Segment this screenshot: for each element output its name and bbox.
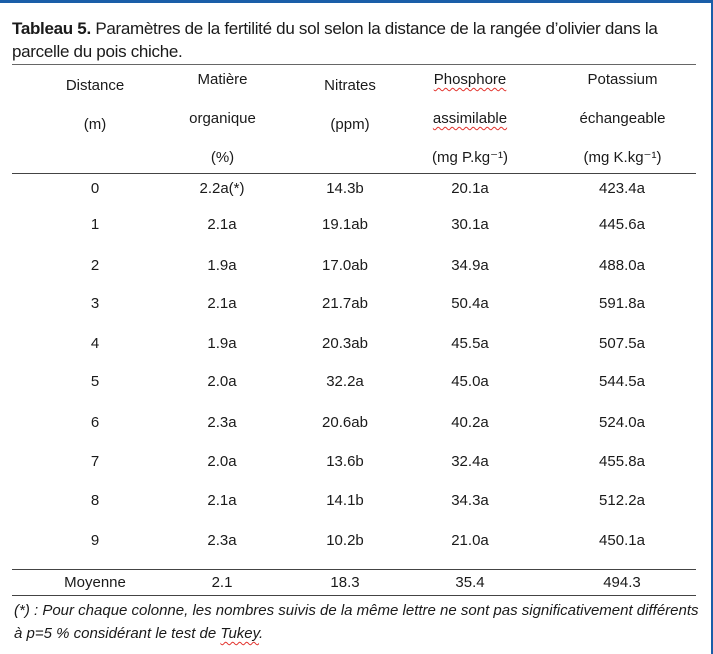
cell-nitrates: 21.7ab [322,295,368,312]
header-nitrates-line1: Nitrates [324,77,376,94]
right-border [711,0,713,654]
moyenne-nitrates: 18.3 [330,574,360,591]
header-potassium-line3: (mg K.kg⁻¹) [583,149,662,166]
cell-phosphore: 30.1a [451,216,489,233]
cell-potassium: 455.8a [599,453,645,470]
cell-nitrates: 32.2a [326,373,364,390]
footnote: (*) : Pour chaque colonne, les nombres s… [14,599,704,645]
cell-phosphore: 50.4a [451,295,489,312]
cell-nitrates: 20.3ab [322,335,368,352]
cell-nitrates: 10.2b [326,532,364,549]
table-title-text: Paramètres de la fertilité du sol selon … [12,19,658,61]
top-border [0,0,713,3]
cell-potassium: 512.2a [599,492,645,509]
header-matiere-line1: Matière [197,71,248,88]
cell-distance: 3 [90,295,100,312]
cell-potassium: 423.4a [599,180,645,197]
cell-phosphore: 20.1a [451,180,489,197]
cell-phosphore: 45.5a [451,335,489,352]
cell-nitrates: 19.1ab [322,216,368,233]
cell-matiere-organique: 2.0a [207,453,237,470]
cell-matiere-organique: 2.3a [207,532,237,549]
cell-matiere-organique: 2.1a [207,216,237,233]
cell-potassium: 445.6a [599,216,645,233]
cell-matiere-organique: 1.9a [207,335,237,352]
footnote-tukey: Tukey [220,625,260,642]
header-phosphore: Phosphore assimilable (mg P.kg⁻¹) [410,70,530,170]
cell-distance: 2 [90,257,100,274]
cell-nitrates: 14.3b [326,180,364,197]
cell-potassium: 488.0a [599,257,645,274]
cell-matiere-organique: 1.9a [207,257,237,274]
header-nitrates: Nitrates (ppm) [290,76,410,166]
footer-rule [12,569,696,570]
cell-distance: 1 [90,216,100,233]
cell-potassium: 450.1a [599,532,645,549]
header-matiere-line2: organique [189,110,256,127]
header-phosphore-line1: Phosphore [433,71,507,88]
cell-matiere-organique: 2.1a [207,295,237,312]
cell-nitrates: 20.6ab [322,414,368,431]
cell-distance: 7 [90,453,100,470]
cell-potassium: 524.0a [599,414,645,431]
header-potassium-line2: échangeable [579,110,666,127]
header-rule [12,173,696,174]
cell-distance: 6 [90,414,100,431]
title-rule [12,64,696,65]
table-title-label: Tableau 5. [12,19,91,38]
moyenne-phosphore: 35.4 [455,574,485,591]
moyenne-matiere-organique: 2.1 [211,574,233,591]
header-distance-line2: (m) [83,116,107,133]
moyenne-potassium: 494.3 [603,574,641,591]
bottom-rule [12,595,696,596]
header-phosphore-line2: assimilable [432,110,508,127]
cell-potassium: 544.5a [599,373,645,390]
cell-distance: 0 [90,180,100,197]
cell-matiere-organique: 2.1a [207,492,237,509]
cell-matiere-organique: 2.0a [207,373,237,390]
cell-phosphore: 34.3a [451,492,489,509]
cell-phosphore: 40.2a [451,414,489,431]
footnote-end: . [259,625,264,642]
cell-nitrates: 13.6b [326,453,364,470]
footnote-text: (*) : Pour chaque colonne, les nombres s… [14,602,699,642]
header-nitrates-line2: (ppm) [330,116,370,133]
header-potassium: Potassium échangeable (mg K.kg⁻¹) [555,70,690,170]
cell-potassium: 591.8a [599,295,645,312]
cell-distance: 4 [90,335,100,352]
header-matiere-line3: (%) [210,149,235,166]
cell-distance: 9 [90,532,100,549]
header-distance: Distance (m) [40,76,150,166]
cell-matiere-organique: 2.3a [207,414,237,431]
cell-matiere-organique: 2.2a(*) [199,180,245,197]
cell-nitrates: 17.0ab [322,257,368,274]
cell-potassium: 507.5a [599,335,645,352]
cell-phosphore: 32.4a [451,453,489,470]
cell-phosphore: 34.9a [451,257,489,274]
table-title: Tableau 5. Paramètres de la fertilité du… [12,17,692,63]
header-matiere: Matière organique (%) [165,70,280,170]
cell-nitrates: 14.1b [326,492,364,509]
header-distance-line1: Distance [65,77,125,94]
cell-distance: 5 [90,373,100,390]
moyenne-label: Moyenne [64,574,126,591]
cell-phosphore: 45.0a [451,373,489,390]
header-phosphore-line3: (mg P.kg⁻¹) [432,149,508,166]
cell-distance: 8 [90,492,100,509]
header-potassium-line1: Potassium [587,71,658,88]
cell-phosphore: 21.0a [451,532,489,549]
